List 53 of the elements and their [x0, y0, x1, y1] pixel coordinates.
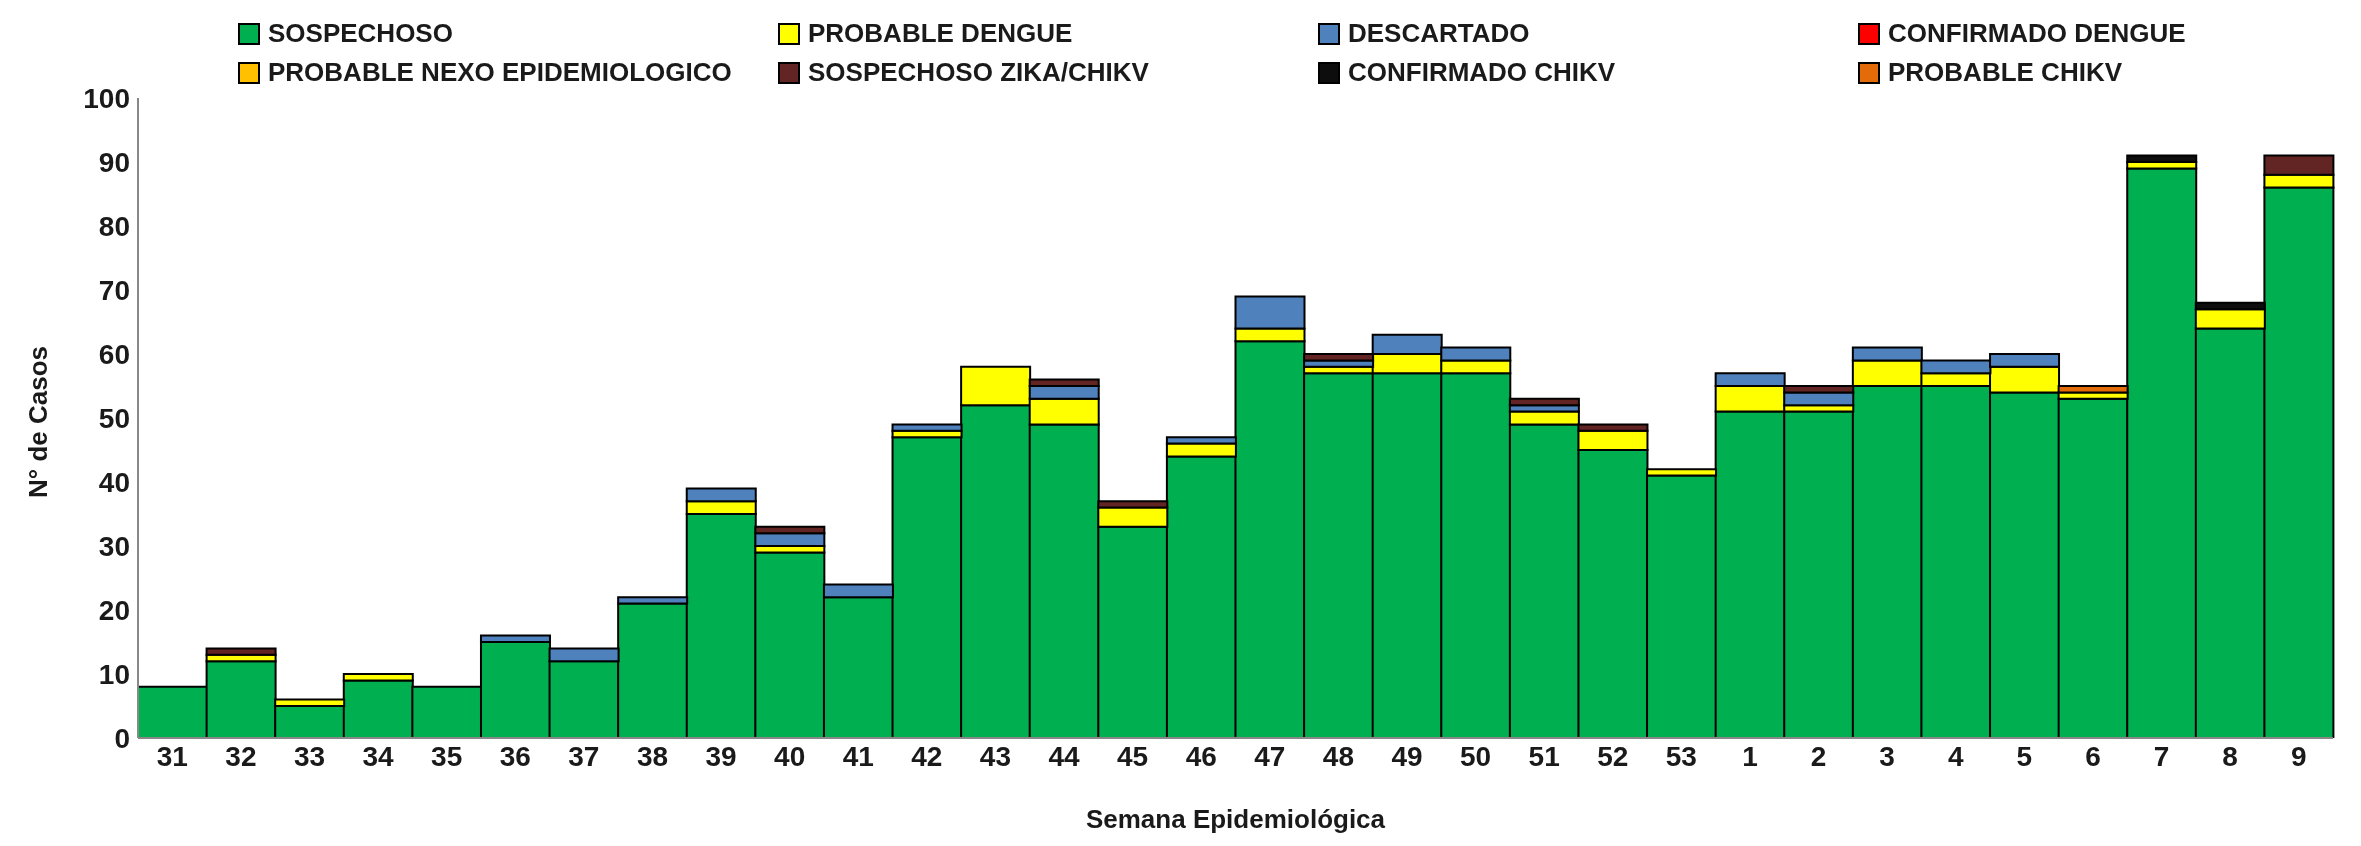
x-tick-label: 45 — [1117, 740, 1149, 772]
legend-label: SOSPECHOSO — [268, 18, 453, 49]
x-tick-label: 53 — [1665, 740, 1697, 772]
legend-label: PROBABLE DENGUE — [808, 18, 1073, 49]
x-tick-label: 31 — [156, 740, 188, 772]
legend-label: PROBABLE NEXO EPIDEMIOLOGICO — [268, 57, 732, 88]
y-tick-label: 20 — [98, 594, 130, 626]
x-tick-label: 49 — [1391, 740, 1423, 772]
y-tick-label: 100 — [83, 82, 130, 114]
y-tick-label: 80 — [98, 210, 130, 242]
x-tick-label: 2 — [1810, 740, 1827, 772]
x-tick-label: 3 — [1879, 740, 1895, 772]
x-tick-label: 9 — [2290, 740, 2307, 772]
x-tick-label: 1 — [1742, 740, 1758, 772]
x-tick-label: 34 — [362, 740, 395, 772]
y-tick-label: 50 — [98, 402, 130, 434]
x-tick-label: 39 — [705, 740, 737, 772]
x-tick-label: 48 — [1322, 740, 1354, 772]
x-tick-label: 51 — [1528, 740, 1560, 772]
x-tick-label: 5 — [2016, 740, 2033, 772]
legend-label: CONFIRMADO CHIKV — [1348, 57, 1616, 88]
legend-label: SOSPECHOSO ZIKA/CHIKV — [808, 57, 1149, 88]
x-tick-label: 46 — [1185, 740, 1217, 772]
x-tick-label: 44 — [1048, 740, 1081, 772]
y-tick-label: 30 — [98, 530, 130, 562]
x-tick-label: 6 — [2085, 740, 2101, 772]
y-tick-label: 90 — [98, 146, 130, 178]
y-tick-label: 70 — [98, 274, 130, 306]
x-tick-label: 37 — [568, 740, 600, 772]
y-tick-label: 0 — [114, 722, 130, 754]
y-tick-label: 10 — [98, 658, 130, 690]
x-tick-label: 42 — [911, 740, 943, 772]
y-tick-label: 40 — [98, 466, 130, 498]
x-tick-label: 43 — [979, 740, 1011, 772]
x-tick-label: 38 — [636, 740, 669, 772]
y-tick-label: 60 — [98, 338, 130, 370]
x-tick-label: 40 — [774, 740, 806, 772]
x-tick-label: 35 — [431, 740, 463, 772]
x-axis-title: Semana Epidemiológica — [1085, 804, 1386, 834]
x-tick-label: 52 — [1597, 740, 1629, 772]
y-axis-title: N° de Casos — [23, 345, 54, 498]
x-tick-label: 36 — [499, 740, 531, 772]
x-tick-label: 4 — [1947, 740, 1964, 772]
x-tick-label: 41 — [842, 740, 874, 772]
x-tick-label: 33 — [293, 740, 326, 772]
x-tick-label: 8 — [2222, 740, 2238, 772]
x-tick-label: 32 — [225, 740, 257, 772]
x-tick-label: 50 — [1460, 740, 1492, 772]
legend-label: CONFIRMADO DENGUE — [1888, 18, 2186, 49]
x-tick-label: 47 — [1254, 740, 1286, 772]
x-tick-label: 7 — [2153, 740, 2170, 772]
legend-label: PROBABLE CHIKV — [1888, 57, 2123, 88]
legend-label: DESCARTADO — [1348, 18, 1530, 49]
